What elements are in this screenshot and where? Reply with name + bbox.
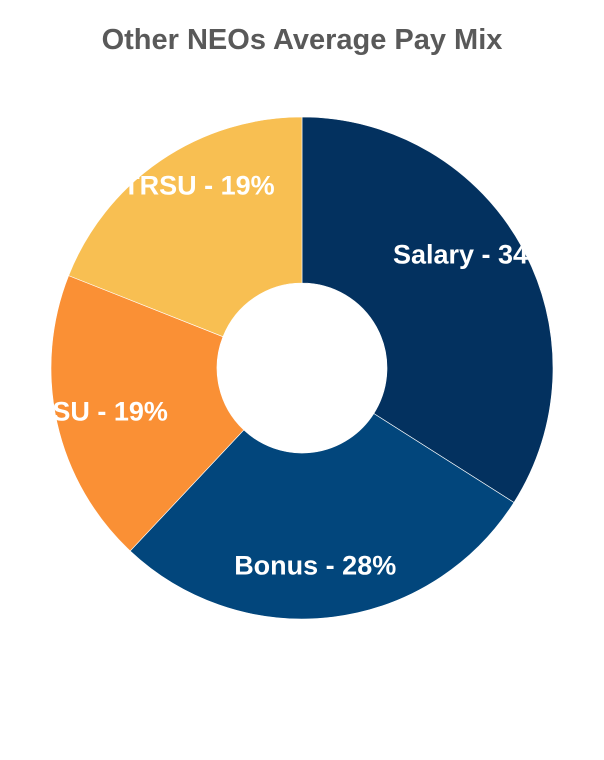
slice-salary <box>301 116 554 503</box>
labels-layer: Salary - 34% Bonus - 28% PSU - 19% TRSU - 1… <box>34 171 552 581</box>
slice-label-trsu: TRSU - 19% <box>123 171 275 201</box>
slice-label-salary: Salary - 34% <box>393 239 552 269</box>
chart-title: Other NEOs Average Pay Mix <box>101 24 503 56</box>
slice-label-psu: PSU - 19% <box>34 396 168 426</box>
slices-layer <box>50 116 554 620</box>
slice-bonus <box>129 413 515 620</box>
slice-trsu <box>68 116 303 338</box>
slice-psu <box>50 275 245 552</box>
slice-label-bonus: Bonus - 28% <box>234 551 396 581</box>
